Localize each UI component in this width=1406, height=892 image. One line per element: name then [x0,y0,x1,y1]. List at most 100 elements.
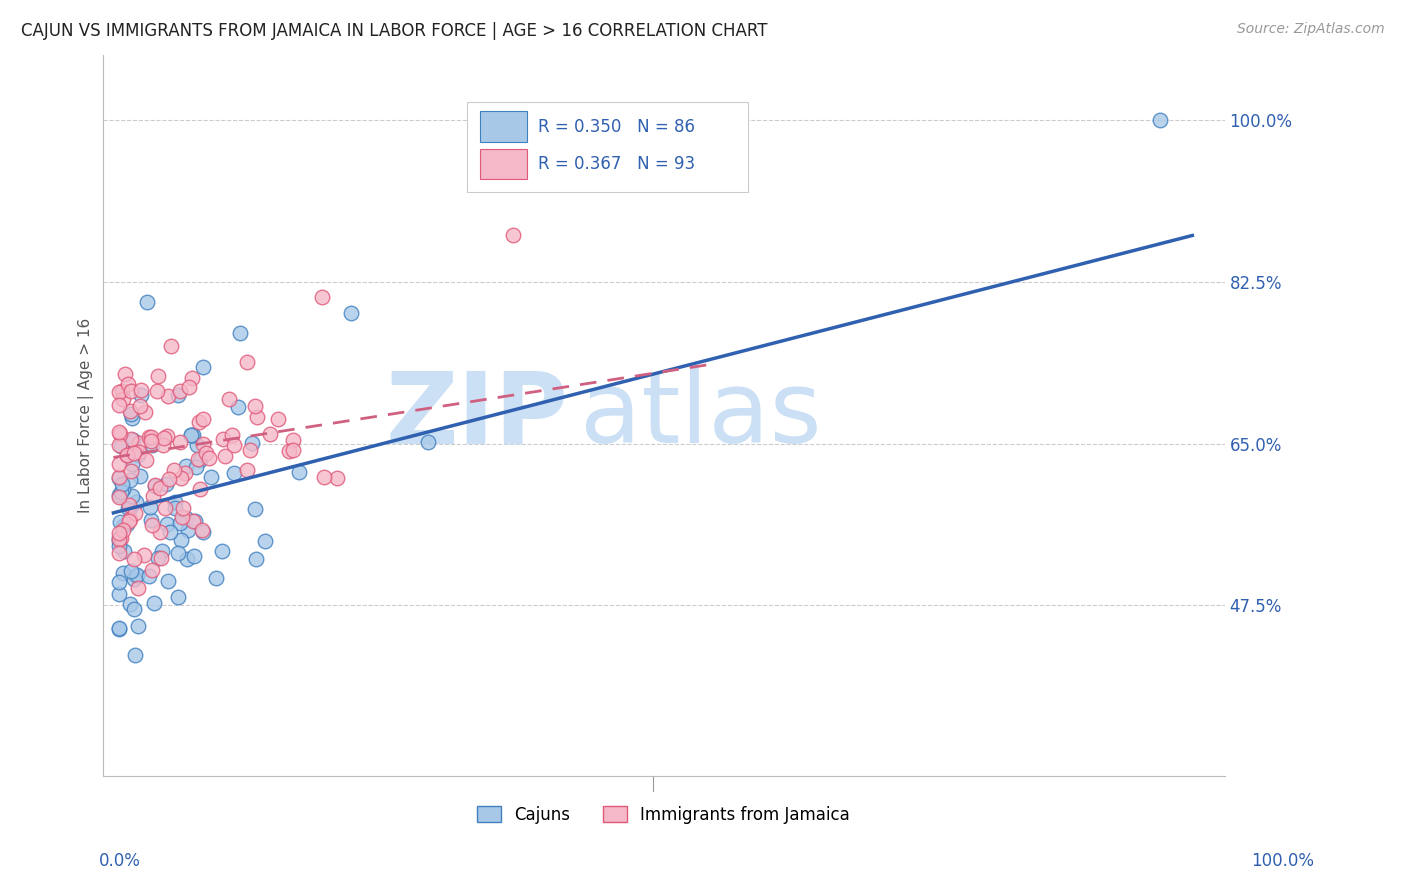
Point [129,400,152,414]
Point [191,437,214,451]
Point [118,500,141,515]
Point [312,470,335,484]
Point [152,437,174,451]
Text: R = 0.350   N = 86: R = 0.350 N = 86 [538,118,695,136]
Text: 0.0%: 0.0% [98,852,141,870]
Point [193,411,215,425]
Point [170,533,193,547]
Point [183,515,205,529]
Point [159,524,181,539]
Point [169,471,191,485]
Point [243,399,266,413]
Point [110,531,132,545]
Point [174,510,197,524]
Point [281,443,304,458]
Point [107,621,129,635]
Point [107,532,129,546]
Point [148,369,170,384]
Point [107,490,129,504]
Point [111,477,134,491]
Point [236,462,259,476]
Point [141,437,163,451]
Point [129,388,152,402]
Point [141,563,163,577]
Point [176,551,198,566]
Point [112,392,135,406]
Point [240,436,263,450]
Point [139,434,162,448]
Point [211,543,233,558]
Point [120,407,142,421]
Point [107,425,129,439]
Point [128,436,150,450]
Point [205,571,228,585]
Point [117,498,139,512]
Point [218,392,240,407]
Point [418,434,440,449]
Point [243,502,266,516]
Point [198,451,221,466]
Point [129,383,152,397]
Point [180,371,202,385]
Point [177,380,200,394]
Point [169,435,191,450]
Point [124,648,146,663]
Point [190,482,212,496]
Point [135,452,157,467]
Point [122,552,145,566]
Point [191,524,214,538]
Point [110,439,132,453]
Point [115,516,138,531]
Point [107,587,129,601]
Point [120,564,142,578]
Point [169,516,191,530]
Point [166,546,188,560]
Point [146,384,169,398]
Point [112,518,135,533]
Point [120,432,142,446]
Point [107,471,129,485]
Point [135,295,157,310]
Point [120,384,142,399]
Point [107,438,129,452]
Point [138,568,160,582]
Point [122,433,145,447]
Point [221,427,243,442]
Point [138,430,160,444]
Point [117,376,139,391]
Point [224,437,246,451]
Point [173,466,195,480]
Point [222,466,245,480]
Point [134,404,156,418]
Point [141,430,163,444]
Point [124,507,146,521]
Point [245,552,267,566]
Point [107,457,129,471]
Point [326,471,349,485]
Point [107,539,129,553]
Point [124,446,146,460]
Point [148,524,170,539]
Point [184,459,207,474]
Point [176,459,198,474]
Point [110,515,132,529]
Point [139,500,162,515]
Point [111,523,134,537]
Point [132,548,155,562]
Point [212,432,235,446]
Point [107,525,129,540]
Point [112,482,135,496]
Point [288,465,311,479]
Point [165,500,187,515]
Point [142,489,165,503]
Point [149,551,172,566]
Point [281,433,304,447]
Point [194,446,217,460]
FancyBboxPatch shape [479,149,527,179]
Point [107,533,129,548]
Point [127,449,149,463]
Point [121,457,143,471]
Point [107,488,129,502]
Point [177,524,200,538]
Point [278,444,301,458]
